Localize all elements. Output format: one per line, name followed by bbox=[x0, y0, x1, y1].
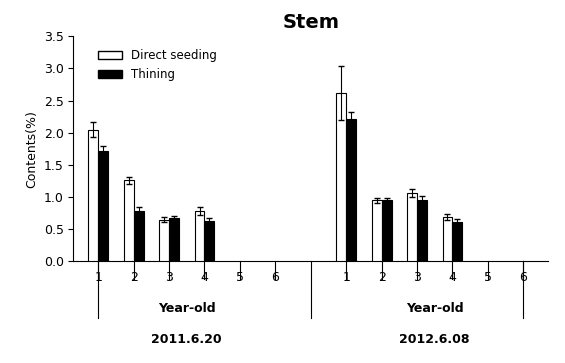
Bar bbox=[134, 211, 144, 261]
Bar bbox=[205, 221, 214, 261]
Bar bbox=[159, 220, 169, 261]
Bar bbox=[417, 200, 427, 261]
Bar bbox=[372, 200, 381, 261]
Bar bbox=[88, 130, 98, 261]
Legend: Direct seeding, Thining: Direct seeding, Thining bbox=[94, 44, 222, 86]
Bar bbox=[407, 193, 417, 261]
Text: 2011.6.20: 2011.6.20 bbox=[151, 333, 222, 346]
Text: Year-old: Year-old bbox=[158, 302, 216, 315]
Bar bbox=[442, 217, 453, 261]
Bar bbox=[381, 200, 392, 261]
Bar bbox=[98, 151, 108, 261]
Bar bbox=[336, 93, 346, 261]
Title: Stem: Stem bbox=[282, 13, 339, 32]
Text: 2012.6.08: 2012.6.08 bbox=[399, 333, 470, 346]
Bar bbox=[124, 180, 134, 261]
Y-axis label: Contents(%): Contents(%) bbox=[25, 110, 38, 188]
Bar bbox=[346, 119, 356, 261]
Bar bbox=[169, 218, 179, 261]
Text: Year-old: Year-old bbox=[406, 302, 463, 315]
Bar bbox=[194, 211, 205, 261]
Bar bbox=[453, 222, 462, 261]
